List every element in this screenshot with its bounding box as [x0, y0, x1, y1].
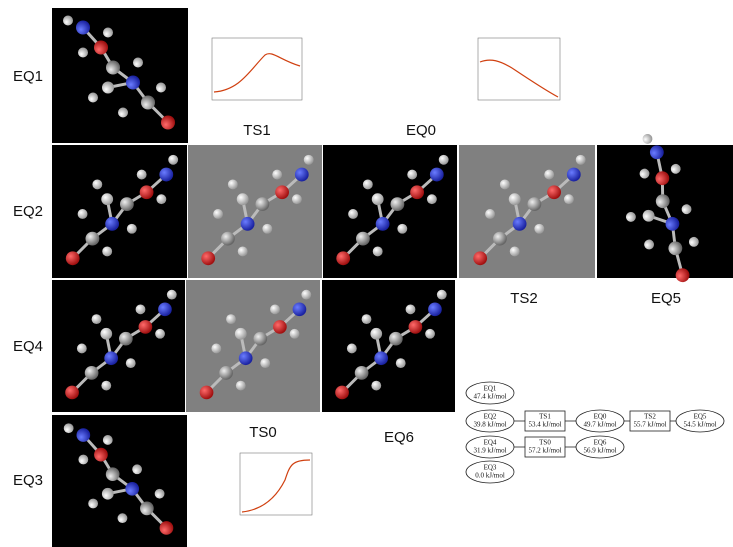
node-label: TS2	[644, 413, 656, 421]
node-energy: 39.8 kJ/mol	[473, 421, 506, 429]
image-label: TS0	[249, 424, 277, 441]
plot-curve	[242, 460, 310, 512]
node-energy: 55.7 kJ/mol	[633, 421, 666, 429]
plot-curve	[214, 54, 300, 92]
node-label: EQ0	[594, 413, 607, 421]
node-label: EQ6	[594, 439, 607, 447]
node-label: TS0	[539, 439, 551, 447]
image-label: TS1	[243, 122, 271, 139]
molecule-panels	[52, 8, 733, 547]
plot-frame	[212, 38, 302, 100]
node-energy: 56.9 kJ/mol	[583, 447, 616, 455]
node-label: EQ1	[484, 385, 497, 393]
node-label: EQ2	[484, 413, 497, 421]
image-label: EQ5	[651, 290, 681, 307]
image-label: EQ0	[406, 122, 436, 139]
image-label: EQ6	[384, 429, 414, 446]
row-label: EQ4	[13, 338, 43, 355]
node-energy: 47.4 kJ/mol	[473, 393, 506, 401]
row-label: EQ2	[13, 203, 43, 220]
panel	[597, 145, 733, 278]
plot-curve	[480, 60, 558, 97]
node-energy: 31.9 kJ/mol	[473, 447, 506, 455]
node-energy: 0.0 kJ/mol	[475, 472, 505, 480]
image-label: TS2	[510, 290, 538, 307]
node-label: EQ4	[484, 439, 497, 447]
plot-frame	[240, 453, 312, 515]
node-energy: 54.5 kJ/mol	[683, 421, 716, 429]
node-label: EQ3	[484, 464, 497, 472]
row-label: EQ1	[13, 68, 43, 85]
node-energy: 53.4 kJ/mol	[528, 421, 561, 429]
node-label: EQ5	[694, 413, 707, 421]
node-energy: 49.7 kJ/mol	[583, 421, 616, 429]
row-label: EQ3	[13, 472, 43, 489]
node-label: TS1	[539, 413, 551, 421]
figure: EQ1 EQ2 EQ4 EQ3 TS1 EQ0 TS2 EQ5 TS0 EQ6 …	[0, 0, 733, 547]
node-energy: 57.2 kJ/mol	[528, 447, 561, 455]
